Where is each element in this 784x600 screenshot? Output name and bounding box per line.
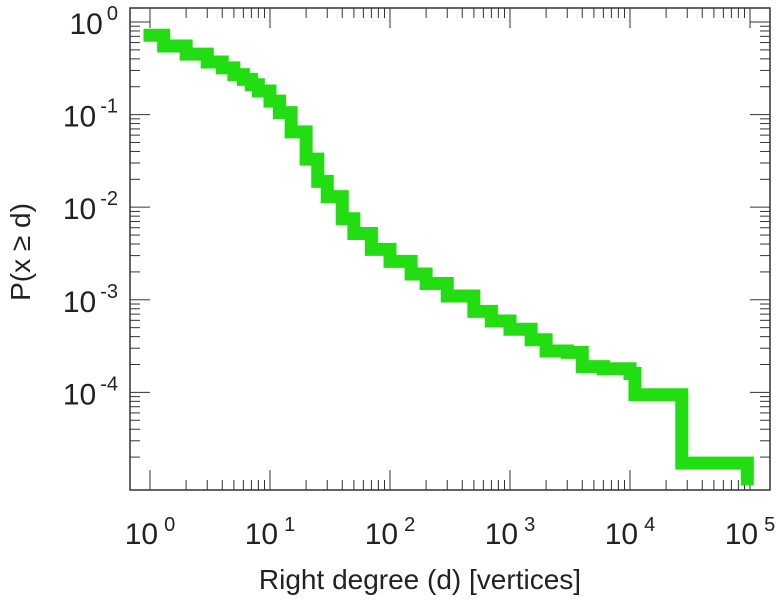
x-axis-title: Right degree (d) [vertices] [259, 564, 581, 595]
x-tick-labels: 10 0 10 1 10 2 10 3 10 4 10 5 [125, 514, 776, 551]
y-axis [130, 21, 770, 458]
series-line-0 [143, 28, 754, 486]
x-tick-label: 10 1 [245, 514, 296, 551]
x-tick-label: 10 0 [125, 514, 176, 551]
x-tick-label: 10 5 [725, 514, 776, 551]
y-tick-label: 10 -4 [63, 373, 118, 411]
x-tick-label: 10 4 [605, 514, 656, 551]
y-axis-title: P(x ≥ d) [5, 203, 36, 301]
y-tick-label: 10 -2 [63, 188, 118, 226]
y-tick-label: 10 -3 [63, 281, 118, 319]
y-tick-label: 10 0 [70, 3, 119, 41]
x-tick-label: 10 3 [485, 514, 536, 551]
x-tick-label: 10 2 [365, 514, 416, 551]
plot-frame [129, 7, 771, 491]
plot-border [129, 7, 771, 491]
series-layer [143, 28, 754, 486]
x-axis [149, 8, 751, 490]
y-tick-label: 10 -1 [63, 96, 118, 134]
